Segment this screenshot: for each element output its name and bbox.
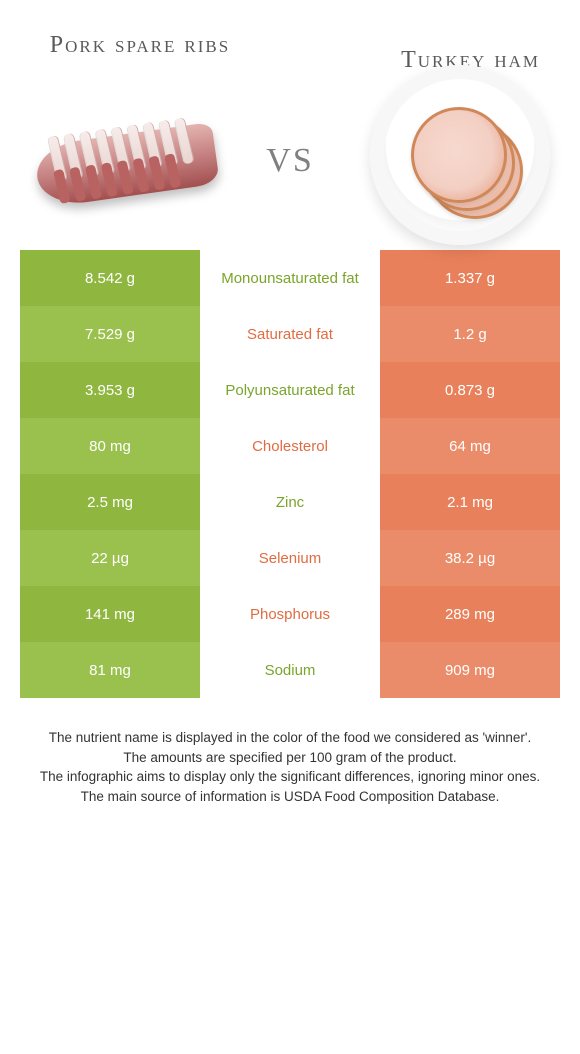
left-value: 80 mg	[20, 418, 200, 474]
ribs-illustration	[19, 92, 221, 217]
right-value: 909 mg	[380, 642, 560, 698]
left-food-image	[20, 80, 220, 230]
vs-label: vs	[266, 128, 313, 183]
footer-line: The nutrient name is displayed in the co…	[20, 728, 560, 748]
right-value: 1.337 g	[380, 250, 560, 306]
left-value: 3.953 g	[20, 362, 200, 418]
nutrient-label: Phosphorus	[200, 586, 380, 642]
left-food-title: Pork spare ribs	[40, 30, 240, 60]
table-row: 7.529 gSaturated fat1.2 g	[20, 306, 560, 362]
comparison-table: 8.542 gMonounsaturated fat1.337 g7.529 g…	[20, 250, 560, 698]
right-food-image	[360, 80, 560, 230]
table-row: 81 mgSodium909 mg	[20, 642, 560, 698]
footer-line: The main source of information is USDA F…	[20, 787, 560, 807]
nutrient-label: Selenium	[200, 530, 380, 586]
nutrient-label: Zinc	[200, 474, 380, 530]
table-row: 8.542 gMonounsaturated fat1.337 g	[20, 250, 560, 306]
left-value: 22 µg	[20, 530, 200, 586]
table-row: 80 mgCholesterol64 mg	[20, 418, 560, 474]
left-value: 2.5 mg	[20, 474, 200, 530]
nutrient-label: Sodium	[200, 642, 380, 698]
right-value: 64 mg	[380, 418, 560, 474]
table-row: 22 µgSelenium38.2 µg	[20, 530, 560, 586]
left-value: 81 mg	[20, 642, 200, 698]
right-value: 2.1 mg	[380, 474, 560, 530]
table-row: 141 mgPhosphorus289 mg	[20, 586, 560, 642]
right-value: 1.2 g	[380, 306, 560, 362]
right-value: 289 mg	[380, 586, 560, 642]
left-value: 8.542 g	[20, 250, 200, 306]
table-row: 2.5 mgZinc2.1 mg	[20, 474, 560, 530]
table-row: 3.953 gPolyunsaturated fat0.873 g	[20, 362, 560, 418]
footer-notes: The nutrient name is displayed in the co…	[20, 728, 560, 806]
nutrient-label: Saturated fat	[200, 306, 380, 362]
nutrient-label: Monounsaturated fat	[200, 250, 380, 306]
left-value: 7.529 g	[20, 306, 200, 362]
nutrient-label: Cholesterol	[200, 418, 380, 474]
left-value: 141 mg	[20, 586, 200, 642]
plate-illustration	[370, 65, 550, 245]
right-value: 38.2 µg	[380, 530, 560, 586]
footer-line: The amounts are specified per 100 gram o…	[20, 748, 560, 768]
images-row: vs	[0, 80, 580, 250]
nutrient-label: Polyunsaturated fat	[200, 362, 380, 418]
footer-line: The infographic aims to display only the…	[20, 767, 560, 787]
right-value: 0.873 g	[380, 362, 560, 418]
